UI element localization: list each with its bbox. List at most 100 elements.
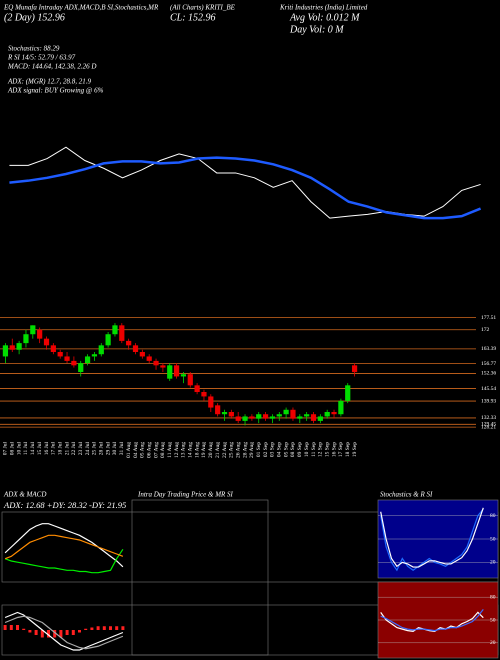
x-tick-label: 08 Aug (160, 442, 166, 458)
candle-body (57, 352, 63, 357)
x-tick-label: 20 Aug (208, 442, 214, 458)
y-tick-label: 177.51 (481, 315, 496, 321)
candle-body (50, 345, 56, 352)
x-tick-label: 28 Aug (242, 442, 248, 458)
candle-body (242, 416, 248, 421)
panel-title: ADX & MACD (3, 491, 46, 499)
candle-body (105, 334, 111, 346)
y-tick-label: 132.33 (481, 415, 496, 421)
x-tick-label: 22 Aug (222, 442, 228, 458)
series-line (9, 146, 481, 219)
candle-body (23, 334, 29, 344)
candle-body (2, 345, 9, 357)
candle-body (71, 360, 77, 366)
y-tick-label: 20 (490, 560, 496, 566)
x-tick-label: 03 Sep (270, 442, 276, 457)
candle-body (269, 416, 276, 419)
candle-body (78, 363, 84, 372)
candle-body (276, 414, 282, 417)
histogram-bar (59, 630, 63, 638)
company: Kriti Industries (India) Limited (279, 4, 368, 12)
y-tick-label: 50 (490, 617, 496, 623)
x-tick-label: 11 Jul (23, 442, 29, 456)
x-tick-label: 12 Sep (318, 442, 324, 457)
y-tick-label: 172 (481, 327, 490, 333)
candle-body (160, 365, 166, 368)
candle-body (146, 356, 152, 361)
panel-subtitle: ADX: 12.68 +DY: 28.32 -DY: 21.95 (3, 500, 126, 510)
x-tick-label: 31 Jul (119, 442, 125, 456)
candle-body (304, 414, 310, 417)
x-tick-label: 11 Aug (167, 442, 173, 458)
intraday-box (131, 499, 269, 656)
candle-body (126, 340, 132, 346)
x-tick-label: 23 Jul (78, 442, 84, 456)
x-tick-label: 16 Sep (331, 442, 337, 457)
candle-body (215, 405, 221, 415)
candle-body (139, 352, 145, 357)
x-tick-label: 30 Jul (112, 442, 118, 456)
candle-body (9, 345, 15, 350)
x-tick-label: 18 Sep (345, 442, 351, 457)
y-tick-label: 156.77 (481, 361, 496, 367)
candle-body (119, 325, 125, 341)
x-tick-label: 26 Aug (235, 442, 241, 458)
close: CL: 152.96 (170, 12, 216, 23)
x-tick-label: 28 Jul (99, 442, 105, 456)
x-tick-label: 14 Aug (188, 442, 194, 458)
series-line (9, 156, 482, 220)
x-tick-label: 05 Aug (140, 442, 146, 458)
x-tick-label: 01 Sep (256, 442, 262, 457)
x-tick-label: 07 Jul (3, 442, 9, 456)
candle-body (112, 325, 118, 335)
x-tick-label: 11 Sep (311, 442, 317, 457)
histogram-bar (115, 626, 119, 630)
series-line (4, 611, 124, 651)
candle-body (98, 345, 104, 355)
x-tick-label: 09 Sep (297, 442, 303, 457)
histogram-bar (84, 628, 88, 630)
y-tick-label: 139.93 (481, 398, 496, 404)
series-line (4, 534, 124, 560)
candle-body (187, 374, 193, 386)
x-tick-label: 24 Jul (85, 442, 91, 456)
histogram-bar (90, 627, 94, 630)
x-tick-label: 06 Aug (146, 442, 152, 458)
adx: ADX: (MGR) 12.7, 28.8, 21.9 (7, 78, 92, 86)
macd: MACD: 144.64, 142.38, 2.26 D (7, 63, 96, 71)
candle-body (310, 414, 317, 421)
series-line (380, 611, 484, 633)
x-tick-label: 17 Jul (51, 442, 57, 456)
x-tick-label: 04 Aug (133, 442, 139, 458)
x-tick-label: 04 Sep (277, 442, 283, 457)
x-tick-label: 16 Jul (44, 442, 50, 456)
series-line (380, 608, 484, 632)
series-line (4, 523, 124, 568)
candle-body (283, 409, 289, 415)
day-vol: Day Vol: 0 M (289, 24, 344, 35)
x-tick-label: 19 Sep (352, 442, 358, 457)
y-tick-label: 80 (490, 594, 496, 600)
candle-body (297, 416, 303, 419)
candle-body (194, 385, 200, 392)
x-tick-label: 18 Jul (57, 442, 63, 456)
x-tick-label: 25 Jul (92, 442, 98, 456)
histogram-bar (47, 630, 50, 638)
x-tick-label: 15 Sep (324, 442, 330, 457)
candle-body (173, 365, 180, 377)
candle-body (324, 412, 330, 417)
candle-body (201, 392, 207, 397)
y-tick-label: 80 (490, 513, 496, 519)
series-line (4, 615, 124, 650)
series-line (4, 549, 124, 574)
x-tick-label: 17 Sep (338, 442, 344, 457)
candle-body (208, 396, 214, 408)
histogram-bar (3, 625, 7, 630)
histogram-bar (96, 626, 100, 630)
x-tick-label: 21 Jul (64, 442, 70, 456)
histogram-bar (78, 630, 81, 633)
candle-body (91, 354, 98, 357)
candle-body (30, 325, 36, 335)
x-tick-label: 18 Aug (194, 442, 200, 458)
day-close: (2 Day) 152.96 (4, 12, 65, 23)
